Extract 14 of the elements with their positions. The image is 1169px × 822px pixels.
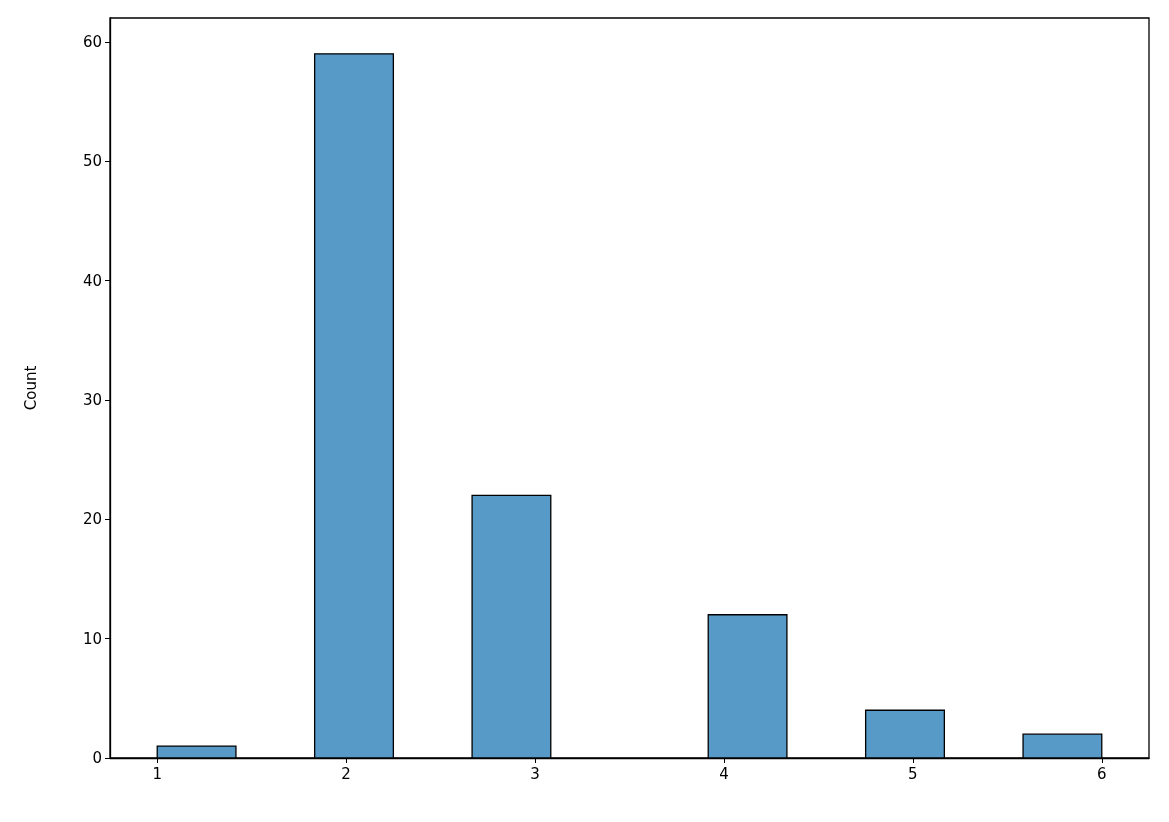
y-tick-label: 40	[82, 271, 102, 290]
x-tick-label: 2	[341, 764, 351, 783]
y-tick-label: 30	[82, 390, 102, 409]
x-tick-label: 4	[719, 764, 729, 783]
y-axis-title: Count	[21, 365, 40, 411]
y-tick-label: 20	[82, 510, 102, 529]
y-tick-label: 50	[82, 152, 102, 171]
x-tick-label: 1	[152, 764, 162, 783]
y-tick-label: 0	[92, 749, 102, 767]
y-tick-label: 10	[82, 629, 102, 648]
x-tick-label: 6	[1097, 764, 1107, 783]
x-tick-label: 5	[908, 764, 918, 783]
y-tick-label: 60	[82, 32, 102, 51]
x-tick-label: 3	[530, 764, 540, 783]
